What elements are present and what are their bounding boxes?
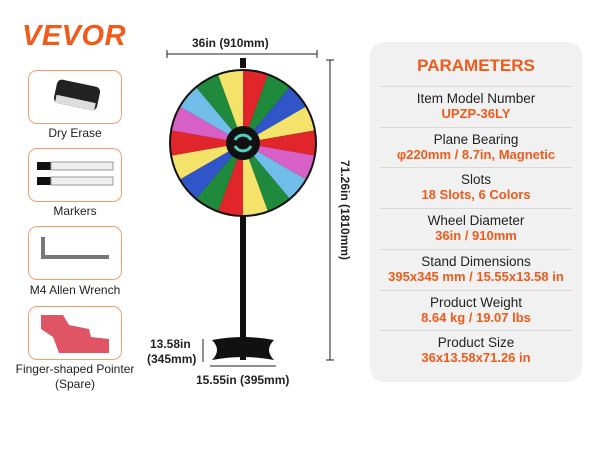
parameter-row: Item Model Number UPZP-36LY — [380, 86, 572, 127]
parameter-value: 36x13.58x71.26 in — [421, 350, 531, 366]
parameters-title: PARAMETERS — [417, 56, 535, 75]
parameter-value: 8.64 kg / 19.07 lbs — [421, 309, 531, 325]
parameter-value: 395x345 mm / 15.55x13.58 in — [388, 268, 564, 284]
parameter-label: Product Weight — [429, 294, 523, 310]
base-width-dimension: 15.55in (395mm) — [196, 373, 290, 387]
wheel-hub — [226, 126, 260, 160]
wheel-slot — [171, 130, 243, 156]
parameter-row: Stand Dimensions 395x345 mm / 15.55x13.58… — [380, 248, 572, 290]
accessory-label: Finger-shaped Pointer (Spare) — [15, 362, 135, 391]
wheel-slot — [218, 71, 243, 143]
wheel-slot — [243, 130, 315, 156]
wheel-slot — [243, 143, 314, 179]
accessory-wrench — [28, 226, 122, 280]
accessory-label: M4 Allen Wrench — [29, 283, 121, 297]
wheel-slot — [243, 75, 290, 143]
wheel-slot — [243, 107, 314, 143]
accessory-dry-erase — [28, 70, 122, 124]
parameter-value: φ220mm / 8.7in, Magnetic — [396, 146, 556, 162]
markers-icon — [37, 161, 114, 186]
parameter-label: Plane Bearing — [433, 131, 519, 147]
parameter-value: UPZP-36LY — [441, 106, 511, 121]
wheel-slot — [196, 75, 243, 143]
parameter-label: Item Model Number — [416, 91, 536, 106]
accessory-label: Dry Erase — [48, 126, 102, 140]
wheel-slot — [172, 107, 243, 143]
width-dimension: 36in (910mm) — [192, 36, 269, 50]
parameter-row: Product Weight 8.64 kg / 19.07 lbs — [380, 289, 572, 331]
wheel-slot — [218, 143, 243, 215]
wheel-slot — [172, 143, 243, 179]
wheel-slot — [180, 143, 243, 199]
parameter-label: Slots — [460, 172, 491, 188]
pointer-icon — [41, 315, 109, 353]
parameter-row: Slots 18 Slots, 6 Colors — [380, 167, 572, 208]
accessory-label: Markers — [53, 204, 97, 218]
parameter-row: Product Size 36x13.58x71.26 in — [380, 330, 572, 371]
wheel-slot — [243, 143, 290, 211]
wheel-slot — [196, 143, 243, 211]
brand-logo: VEVOR — [22, 20, 127, 52]
wheel-slot — [243, 71, 268, 143]
wheel-slot — [243, 143, 306, 199]
accessory-pointer — [28, 306, 122, 360]
parameter-row: Wheel Diameter 36in / 910mm — [380, 208, 572, 249]
parameter-value: 36in / 910mm — [435, 228, 517, 244]
parameter-label: Product Size — [437, 335, 515, 351]
parameter-label: Wheel Diameter — [427, 213, 525, 229]
wheel-slot — [243, 143, 268, 215]
accessory-markers — [28, 148, 122, 202]
parameter-row: Plane Bearing φ220mm / 8.7in, Magnetic — [380, 126, 572, 168]
wheel-slot — [243, 87, 306, 143]
base-depth-dimension: 13.58in — [150, 337, 191, 351]
wheel-slot — [180, 87, 243, 143]
height-dimension: 71.26in (1810mm) — [338, 160, 352, 261]
allen-wrench-icon — [41, 237, 109, 259]
parameter-label: Stand Dimensions — [421, 253, 531, 269]
parameter-value: 18 Slots, 6 Colors — [421, 187, 531, 203]
wheel-diagram — [166, 50, 334, 367]
eraser-icon — [53, 79, 101, 111]
base-depth-mm: (345mm) — [147, 352, 197, 366]
parameters-panel — [370, 42, 582, 382]
